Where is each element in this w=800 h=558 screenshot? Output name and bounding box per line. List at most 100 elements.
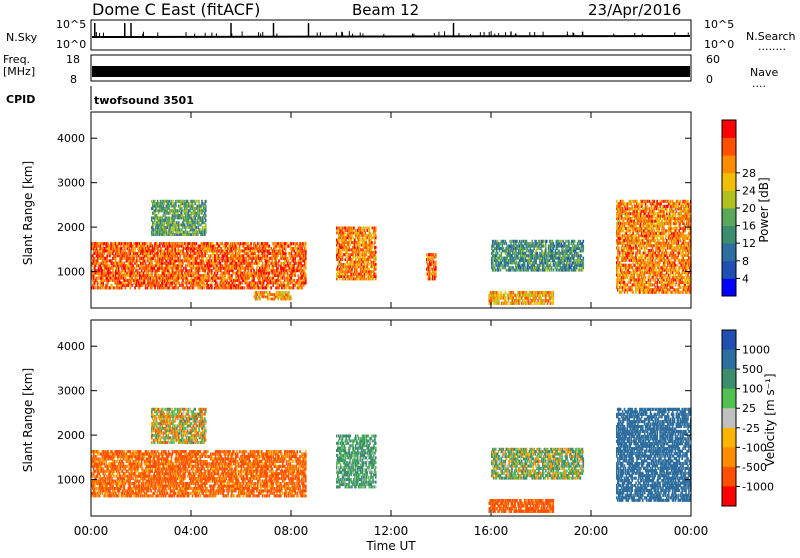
- nsearch-tick-low: 10^0: [704, 38, 734, 51]
- echo-cell: [250, 242, 252, 245]
- echo-cell: [375, 246, 377, 249]
- echo-cell: [113, 286, 115, 289]
- echo-cell: [305, 242, 307, 245]
- echo-cell: [305, 274, 307, 277]
- nsky-strip: N.Sky 10^5 10^0 10^5 10^0 N.Search .....…: [6, 18, 796, 53]
- echo-cell: [147, 242, 149, 245]
- echo-cell: [551, 291, 553, 294]
- echo-cell: [170, 200, 172, 203]
- echo-cell: [345, 277, 347, 280]
- nsearch-dots: ........: [758, 40, 786, 53]
- freq-tick-high: 18: [66, 53, 80, 66]
- echo-cell: [240, 281, 242, 284]
- date-title: 23/Apr/2016: [588, 1, 681, 19]
- echo-cell: [368, 227, 370, 230]
- nsearch-tick-high: 10^5: [704, 18, 734, 31]
- echo-cell: [145, 242, 147, 245]
- echo-cell: [353, 227, 355, 230]
- echo-cell: [554, 245, 556, 248]
- echo-cell: [183, 267, 185, 270]
- echo-cell: [245, 242, 247, 245]
- echo-cell: [506, 269, 508, 272]
- echo-cell: [104, 242, 106, 245]
- echo-cell: [551, 266, 553, 269]
- echo-cell: [205, 219, 207, 222]
- echo-cell: [285, 242, 287, 245]
- echo-cell: [305, 247, 307, 250]
- echo-cell: [244, 286, 246, 289]
- echo-cell: [196, 242, 198, 245]
- echo-cell: [505, 296, 507, 299]
- echo-cell: [498, 294, 500, 297]
- echo-cell: [375, 273, 377, 276]
- echo-cell: [187, 286, 189, 289]
- echo-cell: [121, 242, 123, 245]
- echo-cell: [219, 257, 221, 260]
- echo-cell: [233, 272, 235, 275]
- echo-cell: [505, 291, 507, 294]
- echo-cell: [269, 272, 271, 275]
- echo-cell: [205, 200, 207, 203]
- echo-cell: [289, 252, 291, 255]
- cpid-label: CPID: [6, 93, 35, 106]
- echo-cell: [375, 251, 377, 254]
- echo-cell: [195, 226, 197, 229]
- echo-cell: [98, 281, 100, 284]
- echo-cell: [500, 269, 502, 272]
- nave-dots: ....: [752, 77, 766, 90]
- echo-cell: [540, 269, 542, 272]
- nsky-trace: [92, 23, 690, 37]
- echo-cell: [535, 302, 537, 305]
- echo-cell: [153, 228, 155, 231]
- echo-cell: [185, 264, 187, 267]
- echo-cell: [526, 240, 528, 243]
- echo-cell: [212, 257, 214, 260]
- echo-cell: [295, 262, 297, 265]
- echo-cell: [111, 284, 113, 287]
- echo-cell: [550, 261, 552, 264]
- echo-cell: [131, 284, 133, 287]
- echo-cell: [198, 200, 200, 203]
- echo-cell: [291, 242, 293, 245]
- echo-cell: [202, 254, 204, 257]
- echo-cell: [259, 242, 261, 245]
- echo-cell: [305, 267, 307, 270]
- echo-cell: [145, 284, 147, 287]
- echo-cell: [176, 242, 178, 245]
- cpid-value: twofsound 3501: [94, 94, 194, 107]
- echo-cell: [536, 252, 538, 255]
- echo-cell: [259, 298, 261, 301]
- echo-cell: [175, 200, 177, 203]
- echo-cell: [134, 259, 136, 262]
- echo-cell: [97, 249, 99, 252]
- freq-label-line2: [MHz]: [3, 65, 35, 78]
- echo-cell: [375, 263, 377, 266]
- echo-cell: [293, 242, 295, 245]
- echo-cell: [98, 286, 100, 289]
- echo-cell: [182, 242, 184, 245]
- echo-cell: [282, 242, 284, 245]
- echo-cell: [240, 242, 242, 245]
- echo-cell: [366, 277, 368, 280]
- echo-cell: [104, 279, 106, 282]
- echo-cell: [95, 286, 97, 289]
- echo-cell: [218, 267, 220, 270]
- echo-cell: [353, 256, 355, 259]
- echo-cell: [553, 291, 555, 294]
- echo-cell: [183, 281, 185, 284]
- echo-cell: [278, 264, 280, 267]
- echo-cell: [205, 214, 207, 217]
- echo-cell: [543, 240, 545, 243]
- echo-cell: [242, 286, 244, 289]
- echo-cell: [288, 291, 290, 294]
- echo-cell: [205, 205, 207, 208]
- echo-cell: [497, 252, 499, 255]
- echo-cell: [257, 242, 259, 245]
- power-echoes: [91, 200, 692, 305]
- echo-cell: [159, 242, 161, 245]
- echo-cell: [281, 262, 283, 265]
- echo-cell: [371, 241, 373, 244]
- echo-cell: [96, 277, 98, 280]
- echo-cell: [203, 242, 205, 245]
